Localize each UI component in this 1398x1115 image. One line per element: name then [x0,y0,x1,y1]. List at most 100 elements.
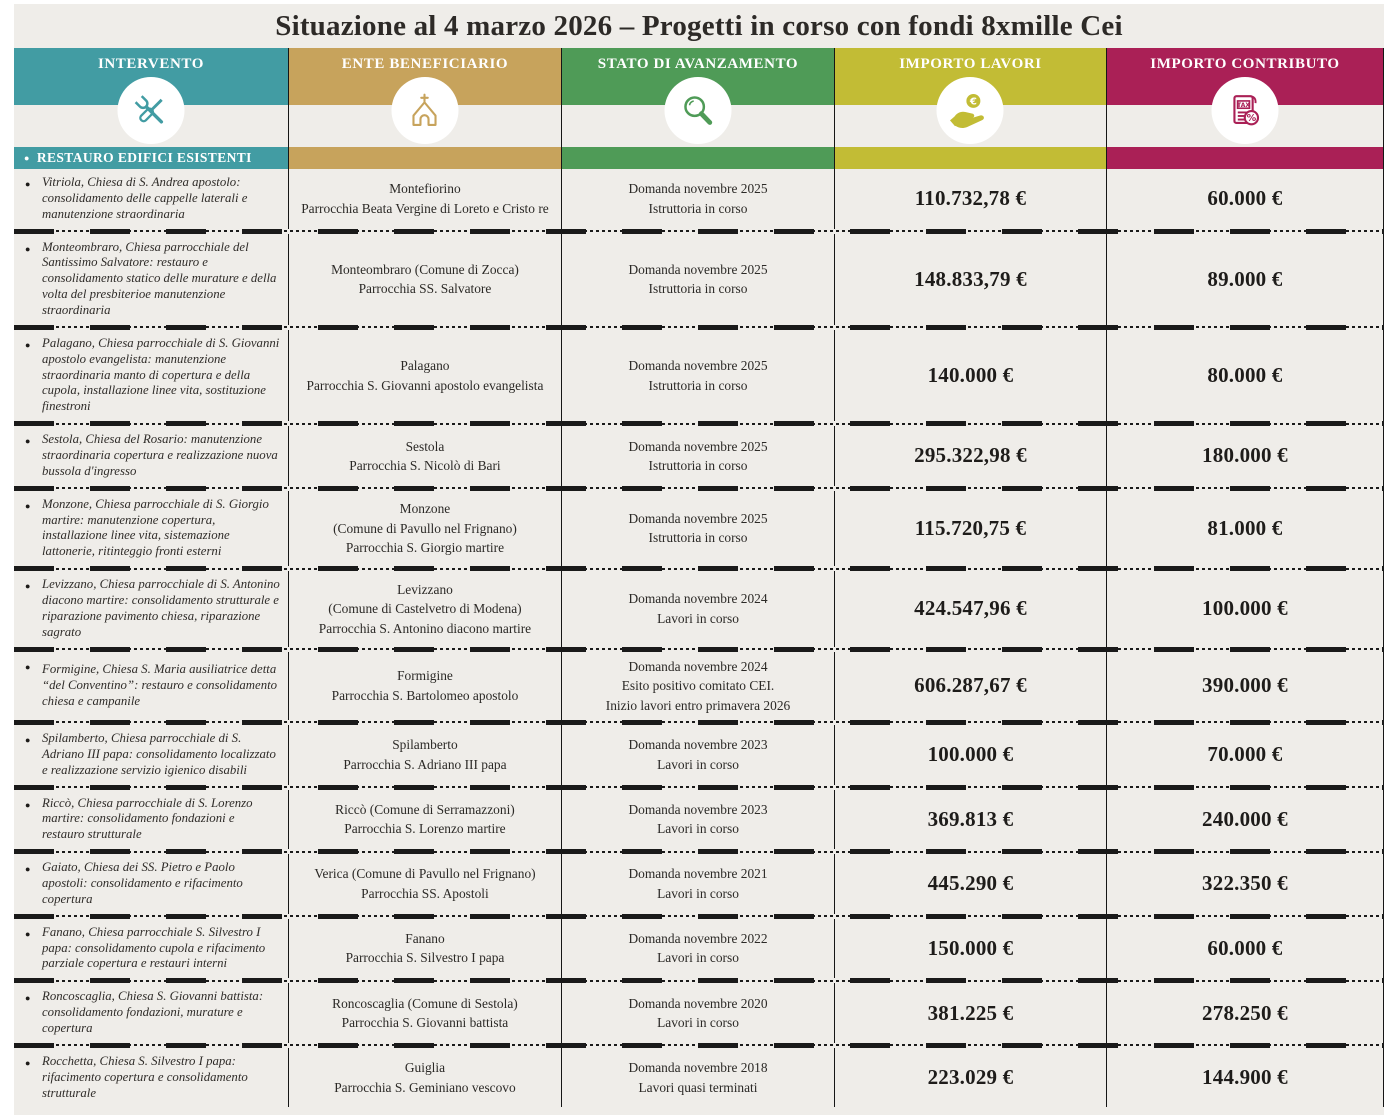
stato-avanzamento-cell: Domanda novembre 2025 Istruttoria in cor… [562,329,836,422]
importo-contributo-cell: 89.000 € [1107,233,1384,325]
stato-avanzamento-cell: Domanda novembre 2024 Lavori in corso [562,571,836,647]
ente-beneficiario-text: Palagano Parrocchia S. Giovanni apostolo… [306,358,544,393]
intervento-text: Levizzano, Chiesa parrocchiale di S. Ant… [42,577,280,639]
ente-beneficiario-text: Spilamberto Parrocchia S. Adriano III pa… [343,737,507,772]
intervento-cell: ● Gaiato, Chiesa dei SS. Pietro e Paolo … [14,854,289,914]
ente-beneficiario-text: Roncoscaglia (Comune di Sestola) Parrocc… [332,995,518,1031]
importo-contributo-cell: 70.000 € [1107,724,1384,785]
ente-beneficiario-cell: Monzone (Comune di Pavullo nel Frignano)… [289,490,562,567]
importo-lavori-value: 110.732,78 € [914,186,1027,211]
importo-contributo-cell: 390.000 € [1107,651,1384,720]
ente-beneficiario-cell: Roncoscaglia (Comune di Sestola) Parrocc… [289,983,562,1043]
stato-avanzamento-cell: Domanda novembre 2023 Lavori in corso [562,789,836,850]
ente-beneficiario-cell: Sestola Parrocchia S. Nicolò di Bari [289,426,562,486]
stato-avanzamento-text: Domanda novembre 2025 Istruttoria in cor… [628,181,768,216]
importo-lavori-cell: 223.029 € [835,1047,1107,1108]
bullet-icon: ● [25,799,31,810]
tools-icon [117,77,185,144]
stato-avanzamento-cell: Domanda novembre 2018 Lavori quasi termi… [562,1047,836,1108]
intervento-text: Monteombraro, Chiesa parrocchiale del Sa… [42,239,277,318]
section-band-cell [561,147,836,169]
intervento-text: Rocchetta, Chiesa S. Silvestro I papa: r… [42,1053,248,1100]
svg-text:€: € [969,96,977,107]
row-separator [14,913,1384,919]
stato-avanzamento-text: Domanda novembre 2025 Istruttoria in cor… [628,438,768,473]
icon-band-cell [835,105,1107,147]
column-header-ente: ENTE BENEFICIARIO [288,48,562,144]
importo-lavori-cell: 110.732,78 € [835,169,1107,229]
svg-text:TAX: TAX [1238,101,1251,108]
table-row: ● Formigine, Chiesa S. Maria ausiliatric… [14,651,1384,720]
importo-contributo-cell: 144.900 € [1107,1047,1384,1108]
ente-beneficiario-cell: Levizzano (Comune di Castelvetro di Mode… [289,571,562,647]
table-row: ● Sestola, Chiesa del Rosario: manutenzi… [14,426,1384,486]
intervento-text: Sestola, Chiesa del Rosario: manutenzion… [42,432,278,478]
stato-avanzamento-cell: Domanda novembre 2024 Esito positivo com… [562,651,836,720]
intervento-cell: ● Riccò, Chiesa parrocchiale di S. Loren… [14,789,289,850]
ente-beneficiario-cell: Riccò (Comune di Serramazzoni) Parrocchi… [289,789,562,850]
intervento-text: Fanano, Chiesa parrocchiale S. Silvestro… [42,924,266,971]
row-separator [14,646,1384,652]
column-header-label: IMPORTO LAVORI [899,56,1042,72]
bullet-icon: ● [25,243,31,254]
ente-beneficiario-cell: Verica (Comune di Pavullo nel Frignano) … [289,854,562,914]
icon-band-cell [562,105,836,147]
column-header-label: IMPORTO CONTRIBUTO [1150,56,1340,72]
section-row: ● RESTAURO EDIFICI ESISTENTI [14,147,1384,169]
column-header-label: INTERVENTO [97,56,204,72]
bullet-icon: ● [24,153,30,163]
icon-band-cell [14,105,289,147]
importo-lavori-cell: 100.000 € [835,724,1107,785]
bullet-icon: ● [25,436,31,447]
importo-lavori-value: 100.000 € [927,742,1014,767]
infographic-sheet: Situazione al 4 marzo 2026 – Progetti in… [14,4,1384,1115]
table-row: ● Gaiato, Chiesa dei SS. Pietro e Paolo … [14,854,1384,914]
intervento-cell: ● Palagano, Chiesa parrocchiale di S. Gi… [14,329,289,422]
row-separator [14,324,1384,330]
stato-avanzamento-text: Domanda novembre 2022 Lavori in corso [628,931,768,966]
importo-lavori-value: 606.287,67 € [914,673,1027,698]
table-row: ● Fanano, Chiesa parrocchiale S. Silvest… [14,918,1384,979]
table-row: ● Rocchetta, Chiesa S. Silvestro I papa:… [14,1047,1384,1108]
section-band-cell [288,147,562,169]
table-body: ● Vitriola, Chiesa di S. Andrea apostolo… [14,169,1384,1108]
table-row: ● Spilamberto, Chiesa parrocchiale di S.… [14,724,1384,785]
row-separator [14,566,1384,572]
intervento-text: Riccò, Chiesa parrocchiale di S. Lorenzo… [42,795,253,842]
importo-contributo-value: 81.000 € [1207,515,1283,540]
svg-text:%: % [1247,113,1257,124]
column-header-label: STATO DI AVANZAMENTO [597,56,799,72]
importo-lavori-value: 381.225 € [927,1000,1014,1025]
bullet-icon: ● [25,993,31,1004]
section-band-cell [835,147,1107,169]
stato-avanzamento-text: Domanda novembre 2018 Lavori quasi termi… [628,1060,768,1095]
intervento-cell: ● Monzone, Chiesa parrocchiale di S. Gio… [14,490,289,567]
ente-beneficiario-cell: Monteombraro (Comune di Zocca) Parrocchi… [289,233,562,325]
importo-lavori-value: 369.813 € [927,806,1014,831]
row-separator [14,228,1384,234]
importo-lavori-cell: 369.813 € [835,789,1107,850]
ente-beneficiario-text: Levizzano (Comune di Castelvetro di Mode… [318,581,532,636]
stato-avanzamento-text: Domanda novembre 2024 Lavori in corso [628,591,768,626]
importo-contributo-cell: 60.000 € [1107,918,1384,979]
page-title: Situazione al 4 marzo 2026 – Progetti in… [275,9,1123,42]
importo-lavori-cell: 381.225 € [835,983,1107,1043]
intervento-text: Palagano, Chiesa parrocchiale di S. Giov… [42,335,280,414]
ente-beneficiario-cell: Montefiorino Parrocchia Beata Vergine di… [289,169,562,229]
importo-contributo-cell: 278.250 € [1107,983,1384,1043]
intervento-cell: ● Roncoscaglia, Chiesa S. Giovanni batti… [14,983,289,1043]
importo-contributo-value: 70.000 € [1207,742,1283,767]
column-header-importo-contributo: IMPORTO CONTRIBUTO TAX % [1106,48,1384,144]
importo-contributo-value: 60.000 € [1207,186,1283,211]
stato-avanzamento-text: Domanda novembre 2023 Lavori in corso [628,801,768,837]
ente-beneficiario-cell: Spilamberto Parrocchia S. Adriano III pa… [289,724,562,785]
importo-lavori-cell: 606.287,67 € [835,651,1107,720]
importo-contributo-cell: 60.000 € [1107,169,1384,229]
bullet-icon: ● [25,661,31,672]
intervento-text: Gaiato, Chiesa dei SS. Pietro e Paolo ap… [42,860,243,906]
column-header-importo-lavori: IMPORTO LAVORI € [835,48,1107,144]
importo-lavori-value: 140.000 € [927,363,1014,388]
importo-contributo-cell: 240.000 € [1107,789,1384,850]
table-row: ● Levizzano, Chiesa parrocchiale di S. A… [14,571,1384,647]
icon-band [14,105,1384,147]
